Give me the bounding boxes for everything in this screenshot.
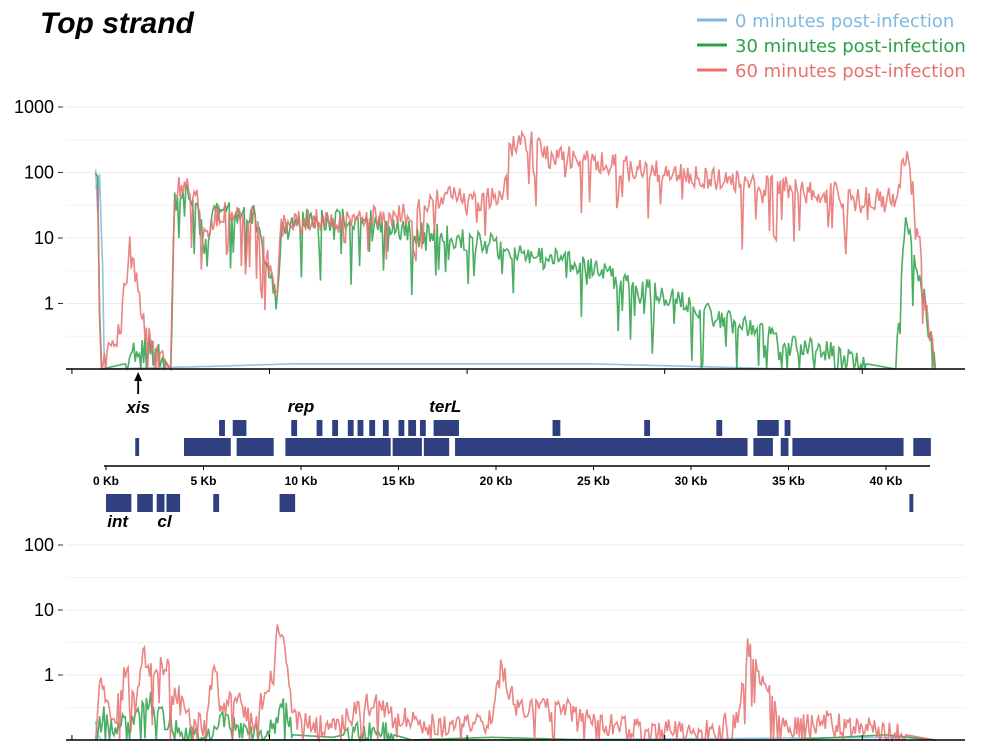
gene-block-bottom [166, 494, 181, 512]
series-line [94, 624, 936, 743]
gene-label-xis: xis [125, 398, 150, 417]
genome-tick-label: 5 Kb [190, 474, 216, 488]
genome-tick-label: 20 Kb [480, 474, 513, 488]
bottom-panel: 1 10 100 [24, 535, 965, 743]
gene-block-top [644, 420, 651, 436]
y-tick-label: 1000 [14, 97, 54, 117]
gene-block-top [419, 420, 426, 436]
gridlines [66, 544, 965, 741]
y-tick-label: 100 [24, 163, 54, 183]
gene-block-middle [753, 438, 773, 456]
gene-label-cl: cl [157, 512, 172, 531]
genome-tick-label: 35 Kb [772, 474, 805, 488]
legend-label-60min: 60 minutes post-infection [735, 61, 966, 82]
gene-label-int: int [107, 512, 129, 531]
gene-block-bottom [156, 494, 165, 512]
y-tick-label: 10 [34, 600, 54, 620]
genome-tick-label: 25 Kb [577, 474, 610, 488]
gene-block-top [408, 420, 417, 436]
y-tick-label: 10 [34, 228, 54, 248]
genome-tick-label: 15 Kb [382, 474, 415, 488]
gene-block-top [433, 420, 459, 436]
gene-block-bottom [106, 494, 132, 512]
gene-block-top [757, 420, 779, 436]
gene-block-top [357, 420, 364, 436]
gene-block-middle [780, 438, 789, 456]
gene-label-rep: rep [288, 397, 314, 416]
series-line [94, 172, 937, 372]
gene-block-bottom [909, 494, 914, 512]
genome-map: 0 Kb 5 Kb 10 Kb 15 Kb 20 Kb 25 Kb 30 Kb 35 Kb 40… [93, 372, 931, 531]
gene-block-middle [135, 438, 140, 456]
top-panel: 1 10 100 1000 [14, 97, 965, 374]
y-tick-label: 100 [24, 535, 54, 555]
genome-tick-label: 0 Kb [93, 474, 119, 488]
gene-block-middle [184, 438, 231, 456]
gene-block-top [232, 420, 247, 436]
legend-label-0min: 0 minutes post-infection [735, 11, 954, 32]
gene-block-top [219, 420, 225, 436]
y-tick-label: 1 [44, 294, 54, 314]
gene-block-middle [455, 438, 748, 456]
gene-block-top [398, 420, 405, 436]
gene-block-middle [392, 438, 422, 456]
y-tick-label: 1 [44, 665, 54, 685]
legend-label-30min: 30 minutes post-infection [735, 36, 966, 57]
gene-block-bottom [213, 494, 220, 512]
genome-tick-label: 30 Kb [675, 474, 708, 488]
gene-block-top [716, 420, 723, 436]
gene-block-bottom [279, 494, 296, 512]
gene-block-top [316, 420, 323, 436]
gene-block-top [552, 420, 561, 436]
gene-block-middle [792, 438, 904, 456]
gene-block-top [784, 420, 791, 436]
genome-tick-label: 10 Kb [285, 474, 318, 488]
genome-tick-label: 40 Kb [870, 474, 903, 488]
legend: 0 minutes post-infection 30 minutes post… [697, 11, 966, 82]
gene-block-top [369, 420, 376, 436]
gene-block-middle [236, 438, 274, 456]
gene-block-top [332, 420, 339, 436]
gene-block-top [291, 420, 298, 436]
gene-block-middle [913, 438, 931, 456]
series-line [95, 129, 937, 372]
chart-title: Top strand [40, 7, 195, 40]
gene-block-top [347, 420, 354, 436]
gene-block-middle [285, 438, 391, 456]
xis-arrow-head [134, 372, 143, 381]
gene-block-top [382, 420, 389, 436]
gene-label-terL: terL [429, 397, 461, 416]
gene-block-middle [423, 438, 450, 456]
gene-block-bottom [137, 494, 153, 512]
